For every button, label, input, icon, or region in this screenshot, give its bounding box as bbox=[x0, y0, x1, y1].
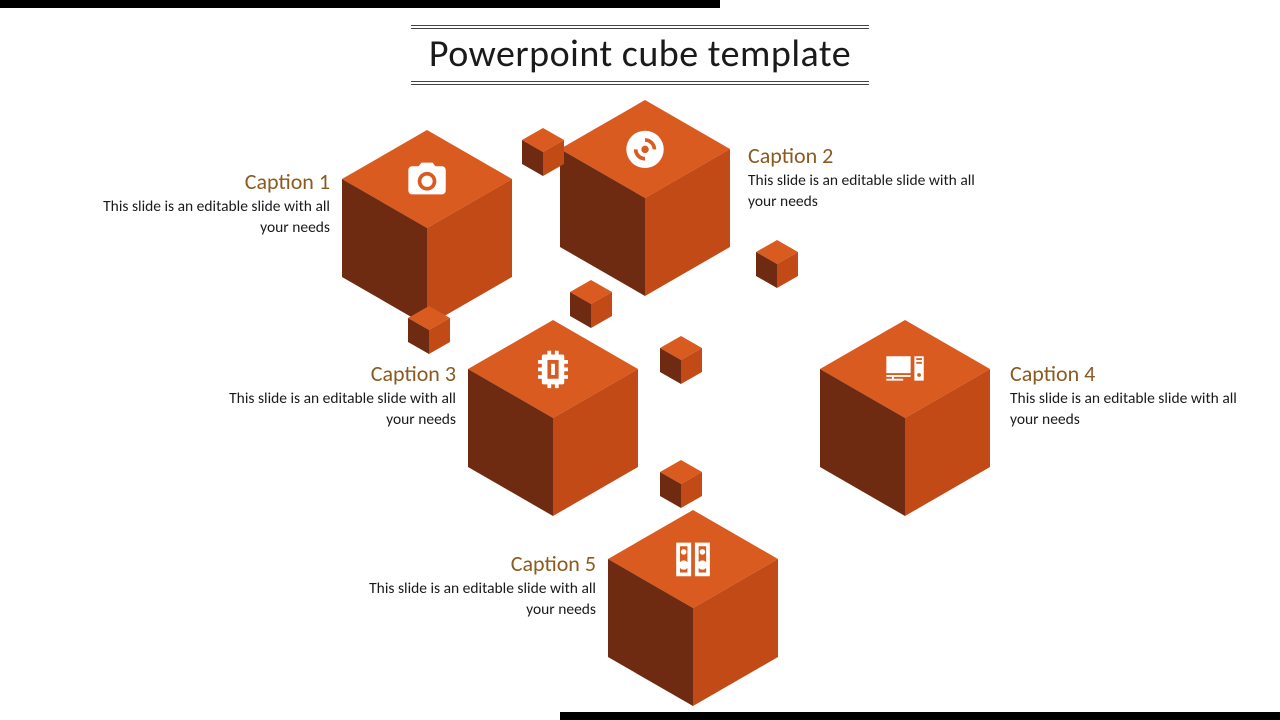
small-cube-5 bbox=[408, 306, 450, 354]
title-wrap: Powerpoint cube template bbox=[0, 28, 1280, 82]
slide-canvas: Powerpoint cube template bbox=[0, 0, 1280, 720]
caption-4-desc: This slide is an editable slide with all… bbox=[1010, 389, 1240, 431]
small-cube-2 bbox=[570, 280, 612, 328]
caption-2-desc: This slide is an editable slide with all… bbox=[748, 171, 978, 213]
caption-1: Caption 1 This slide is an editable slid… bbox=[100, 168, 330, 239]
cube-5 bbox=[608, 510, 778, 706]
cube-2 bbox=[560, 100, 730, 296]
small-cube-1 bbox=[522, 128, 564, 176]
cube-4 bbox=[820, 320, 990, 516]
slide-title: Powerpoint cube template bbox=[411, 28, 869, 82]
small-cube-3 bbox=[756, 240, 798, 288]
camera-icon bbox=[390, 130, 465, 228]
speakers-icon bbox=[656, 510, 731, 608]
caption-1-title: Caption 1 bbox=[100, 168, 330, 195]
caption-5: Caption 5 This slide is an editable slid… bbox=[366, 550, 596, 621]
accent-bar-bottom bbox=[560, 712, 1280, 720]
caption-2: Caption 2 This slide is an editable slid… bbox=[748, 142, 978, 213]
caption-3-title: Caption 3 bbox=[226, 360, 456, 387]
disc-icon bbox=[608, 100, 683, 198]
caption-4-title: Caption 4 bbox=[1010, 360, 1240, 387]
caption-4: Caption 4 This slide is an editable slid… bbox=[1010, 360, 1240, 431]
computer-icon bbox=[868, 320, 943, 418]
caption-5-title: Caption 5 bbox=[366, 550, 596, 577]
caption-5-desc: This slide is an editable slide with all… bbox=[366, 579, 596, 621]
cube-3 bbox=[468, 320, 638, 516]
caption-3: Caption 3 This slide is an editable slid… bbox=[226, 360, 456, 431]
accent-bar-top bbox=[0, 0, 720, 8]
chip-icon bbox=[516, 320, 591, 418]
small-cube-4 bbox=[660, 336, 702, 384]
cube-1 bbox=[342, 130, 512, 326]
small-cube-6 bbox=[660, 460, 702, 508]
caption-1-desc: This slide is an editable slide with all… bbox=[100, 197, 330, 239]
caption-3-desc: This slide is an editable slide with all… bbox=[226, 389, 456, 431]
caption-2-title: Caption 2 bbox=[748, 142, 978, 169]
